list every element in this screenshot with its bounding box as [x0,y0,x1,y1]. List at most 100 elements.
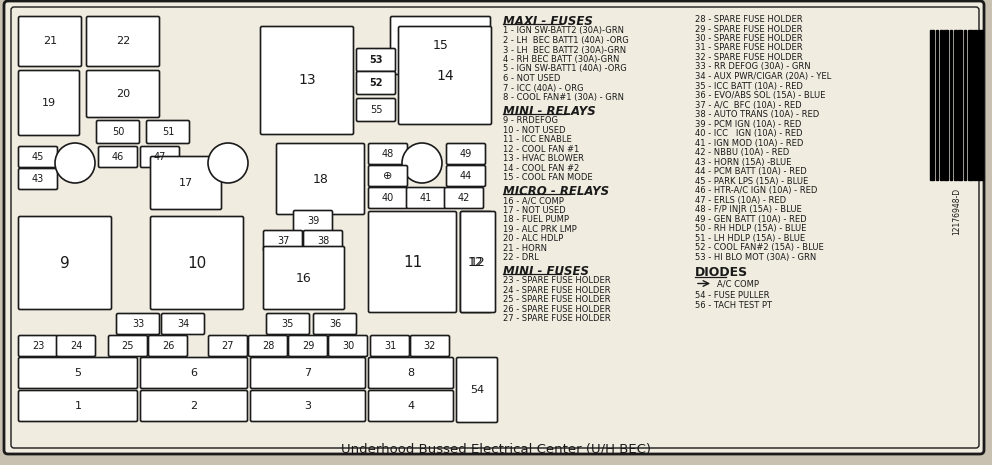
FancyBboxPatch shape [368,166,408,186]
Text: 1: 1 [74,401,81,411]
Text: 22: 22 [116,36,130,47]
Text: 16: 16 [297,272,311,285]
Text: 52: 52 [369,78,383,88]
Text: 23: 23 [32,341,45,351]
FancyBboxPatch shape [151,217,243,310]
FancyBboxPatch shape [19,16,81,66]
Text: 12176948-D: 12176948-D [952,188,961,235]
FancyBboxPatch shape [86,16,160,66]
Text: 2 - LH  BEC BATT1 (40A) -ORG: 2 - LH BEC BATT1 (40A) -ORG [503,36,629,45]
Text: 52 - COOL FAN#2 (15A) - BLUE: 52 - COOL FAN#2 (15A) - BLUE [695,243,823,252]
Text: 28 - SPARE FUSE HOLDER: 28 - SPARE FUSE HOLDER [695,15,803,24]
Text: 35: 35 [282,319,295,329]
FancyBboxPatch shape [19,168,58,190]
Text: 51 - LH HDLP (15A) - BLUE: 51 - LH HDLP (15A) - BLUE [695,233,806,243]
Text: 33: 33 [132,319,144,329]
FancyBboxPatch shape [19,336,58,357]
Text: 41 - IGN MOD (10A) - RED: 41 - IGN MOD (10A) - RED [695,139,804,147]
Text: 26: 26 [162,341,175,351]
Text: 23 - SPARE FUSE HOLDER: 23 - SPARE FUSE HOLDER [503,276,611,285]
Text: 36 - EVO/ABS SOL (15A) - BLUE: 36 - EVO/ABS SOL (15A) - BLUE [695,91,825,100]
Text: 38 - AUTO TRANS (10A) - RED: 38 - AUTO TRANS (10A) - RED [695,110,819,119]
Text: 48 - F/P INJR (15A) - BLUE: 48 - F/P INJR (15A) - BLUE [695,205,802,214]
Text: 18 - FUEL PUMP: 18 - FUEL PUMP [503,215,569,224]
Text: 10: 10 [187,255,206,271]
Text: 54 - FUSE PULLER: 54 - FUSE PULLER [695,291,770,300]
Bar [958,30,962,180]
Text: 34: 34 [177,319,189,329]
Text: 5 - IGN SW-BATT1 (40A) -ORG: 5 - IGN SW-BATT1 (40A) -ORG [503,65,627,73]
Text: 16 - A/C COMP: 16 - A/C COMP [503,196,563,205]
Text: 28: 28 [262,341,274,351]
Text: DIODES: DIODES [695,266,748,279]
Text: 3 - LH  BEC BATT2 (30A)-GRN: 3 - LH BEC BATT2 (30A)-GRN [503,46,626,54]
FancyBboxPatch shape [57,336,95,357]
Text: 48: 48 [382,149,394,159]
Text: 1 - IGN SW-BATT2 (30A)-GRN: 1 - IGN SW-BATT2 (30A)-GRN [503,27,624,35]
Bar [974,30,977,180]
Text: 30: 30 [342,341,354,351]
Text: 15 - COOL FAN MODE: 15 - COOL FAN MODE [503,173,592,182]
Bar [954,30,957,180]
Text: 29: 29 [302,341,314,351]
Text: MAXI - FUSES: MAXI - FUSES [503,15,593,28]
Text: A/C COMP: A/C COMP [717,279,759,288]
Text: 54: 54 [470,385,484,395]
FancyBboxPatch shape [399,27,491,125]
Text: Underhood Bussed Electrical Center (U/H BEC): Underhood Bussed Electrical Center (U/H … [341,442,651,455]
Circle shape [208,143,248,183]
FancyBboxPatch shape [460,212,495,312]
FancyBboxPatch shape [108,336,148,357]
FancyBboxPatch shape [446,144,485,165]
FancyBboxPatch shape [356,72,396,94]
Text: 27: 27 [222,341,234,351]
Text: 2: 2 [190,401,197,411]
Text: 8 - COOL FAN#1 (30A) - GRN: 8 - COOL FAN#1 (30A) - GRN [503,93,624,102]
Text: 11: 11 [403,254,423,270]
Text: 13 - HVAC BLOWER: 13 - HVAC BLOWER [503,154,584,163]
Text: 49: 49 [460,149,472,159]
FancyBboxPatch shape [141,146,180,167]
Text: 6 - NOT USED: 6 - NOT USED [503,74,560,83]
FancyBboxPatch shape [19,358,138,388]
Bar [944,30,948,180]
FancyBboxPatch shape [304,231,342,252]
Text: 42: 42 [458,193,470,203]
Text: 19 - ALC PRK LMP: 19 - ALC PRK LMP [503,225,576,233]
FancyBboxPatch shape [264,231,303,252]
Text: 14 - COOL FAN #2: 14 - COOL FAN #2 [503,164,579,173]
Text: 40 - ICC   IGN (10A) - RED: 40 - ICC IGN (10A) - RED [695,129,803,138]
FancyBboxPatch shape [328,336,367,357]
Text: 56 - TACH TEST PT: 56 - TACH TEST PT [695,300,772,310]
Text: 19: 19 [42,98,57,108]
Text: 13: 13 [299,73,315,87]
Text: 45: 45 [32,152,45,162]
FancyBboxPatch shape [19,217,111,310]
FancyBboxPatch shape [356,99,396,121]
FancyBboxPatch shape [249,336,288,357]
Text: 6: 6 [190,368,197,378]
Text: 7: 7 [305,368,311,378]
Text: 11 - ICC ENABLE: 11 - ICC ENABLE [503,135,571,144]
FancyBboxPatch shape [411,336,449,357]
Text: 45 - PARK LPS (15A) - BLUE: 45 - PARK LPS (15A) - BLUE [695,177,808,186]
FancyBboxPatch shape [446,166,485,186]
Text: 53: 53 [369,55,383,65]
Circle shape [402,143,442,183]
Text: 27 - SPARE FUSE HOLDER: 27 - SPARE FUSE HOLDER [503,314,611,323]
FancyBboxPatch shape [370,336,410,357]
Text: 46: 46 [112,152,124,162]
FancyBboxPatch shape [19,391,138,421]
FancyBboxPatch shape [19,146,58,167]
FancyBboxPatch shape [267,313,310,334]
Text: 47 - ERLS (10A) - RED: 47 - ERLS (10A) - RED [695,195,786,205]
FancyBboxPatch shape [141,391,247,421]
Text: 4 - RH BEC BATT (30A)-GRN: 4 - RH BEC BATT (30A)-GRN [503,55,619,64]
Text: 34 - AUX PWR/CIGAR (20A) - YEL: 34 - AUX PWR/CIGAR (20A) - YEL [695,72,831,81]
Text: 7 - ICC (40A) - ORG: 7 - ICC (40A) - ORG [503,84,583,93]
FancyBboxPatch shape [289,336,327,357]
FancyBboxPatch shape [251,358,365,388]
FancyBboxPatch shape [294,211,332,232]
Text: 4: 4 [408,401,415,411]
FancyBboxPatch shape [162,313,204,334]
